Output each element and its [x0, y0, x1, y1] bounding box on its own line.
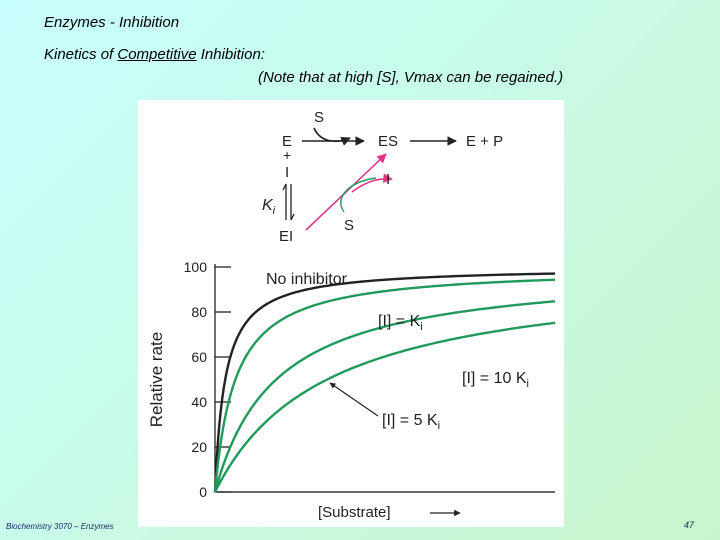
scheme-i-arrow-label: I: [386, 171, 390, 188]
y-tick-label-100: 100: [184, 259, 208, 275]
figure-svg: S E ES E + P + I Ki EI I S 0 20 40 60 80 100: [147, 109, 556, 521]
y-axis-label: Relative rate: [147, 332, 166, 427]
page-number: 47: [684, 520, 695, 530]
scheme-green-curve: [340, 177, 377, 213]
scheme-ki: Ki: [262, 197, 276, 217]
curve-3: [213, 321, 556, 493]
series-label-3: [I] = 10 Ki: [462, 370, 529, 390]
five-ki-pointer-arrow: [329, 382, 379, 417]
subtitle-suffix: Inhibition:: [196, 46, 265, 63]
scheme-s-top: S: [314, 109, 324, 126]
slide-title: Enzymes - Inhibition: [44, 14, 180, 31]
series-label-1: [I] = Ki: [378, 313, 423, 333]
scheme-equilibrium-down-head: [290, 213, 295, 221]
subtitle-prefix: Kinetics of: [44, 46, 118, 63]
footer-course: Biochemistry 3070 – Enzymes: [6, 522, 114, 531]
scheme-s-bottom: S: [344, 217, 354, 234]
curve-2: [213, 300, 556, 493]
scheme-ki-main: K: [262, 197, 274, 214]
y-tick-label-0: 0: [199, 484, 207, 500]
slide-subtitle: Kinetics of Competitive Inhibition:: [44, 46, 265, 63]
scheme-ei: EI: [279, 228, 293, 245]
figure-panel: S E ES E + P + I Ki EI I S 0 20 40 60 80 100: [138, 100, 564, 527]
x-axis-label: [Substrate]: [318, 504, 391, 521]
scheme-i: I: [285, 164, 289, 181]
y-tick-label-80: 80: [191, 304, 207, 320]
subtitle-emphasis: Competitive: [117, 46, 197, 63]
scheme-e: E: [282, 133, 292, 150]
y-tick-label-40: 40: [191, 394, 207, 410]
curve-0: [213, 272, 556, 493]
chart-ticks: 0 20 40 60 80 100: [184, 259, 231, 500]
scheme-s-binding-arrow: [313, 127, 351, 146]
scheme-ep: E + P: [466, 133, 503, 150]
slide-note: (Note that at high [S], Vmax can be rega…: [258, 69, 564, 86]
scheme-plus: +: [283, 147, 291, 163]
chart-curves: [213, 272, 556, 493]
rate-chart: 0 20 40 60 80 100 No inhibitor [I] = Ki [I] = 5…: [147, 259, 556, 521]
scheme-i-release-arrow: [351, 173, 393, 193]
reaction-scheme: S E ES E + P + I Ki EI I S: [262, 109, 503, 245]
y-tick-label-20: 20: [191, 439, 207, 455]
chart-axes: [214, 264, 555, 493]
series-label-0: No inhibitor: [266, 271, 348, 288]
curve-1: [213, 278, 556, 493]
chart-series-labels: No inhibitor [I] = Ki [I] = 5 Ki [I] = 10 K…: [266, 271, 529, 432]
scheme-equilibrium-up-head: [282, 183, 287, 191]
y-tick-label-60: 60: [191, 349, 207, 365]
scheme-ki-sub: i: [273, 205, 276, 217]
scheme-es: ES: [378, 133, 398, 150]
series-label-2: [I] = 5 Ki: [382, 412, 440, 432]
